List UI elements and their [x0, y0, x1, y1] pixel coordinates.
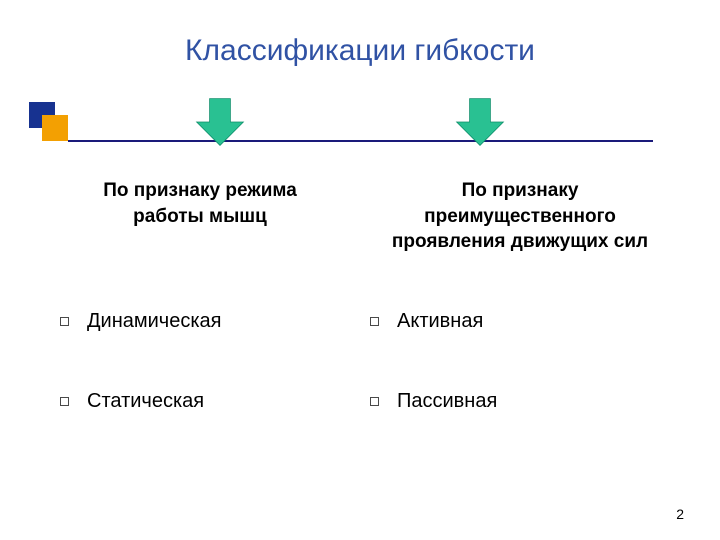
bullet-icon: [60, 397, 69, 406]
page-number: 2: [676, 506, 684, 522]
arrow-shape: [457, 99, 504, 146]
item-label: Статическая: [87, 390, 204, 413]
left-heading-line1: По признаку режима: [103, 180, 297, 201]
slide-title: Классификации гибкости: [0, 34, 720, 68]
list-item: Динамическая: [60, 310, 222, 333]
bullet-icon: [60, 317, 69, 326]
item-label: Динамическая: [87, 310, 222, 333]
item-label: Пассивная: [397, 390, 497, 413]
bullet-icon: [370, 317, 379, 326]
right-column-heading: По признаку преимущественного проявления…: [360, 178, 680, 255]
decor-square-orange: [42, 115, 68, 141]
list-item: Статическая: [60, 390, 204, 413]
list-item: Активная: [370, 310, 483, 333]
arrow-down-left-icon: [194, 96, 246, 148]
right-heading-line1: По признаку: [462, 180, 579, 201]
arrow-down-right-icon: [454, 96, 506, 148]
right-heading-line2: преимущественного: [424, 206, 616, 227]
divider-line: [68, 140, 653, 142]
bullet-icon: [370, 397, 379, 406]
arrow-shape: [197, 99, 244, 146]
left-column-heading: По признаку режима работы мышц: [60, 178, 340, 229]
list-item: Пассивная: [370, 390, 497, 413]
item-label: Активная: [397, 310, 483, 333]
right-heading-line3: проявления движущих сил: [392, 231, 648, 252]
left-heading-line2: работы мышц: [133, 206, 267, 227]
